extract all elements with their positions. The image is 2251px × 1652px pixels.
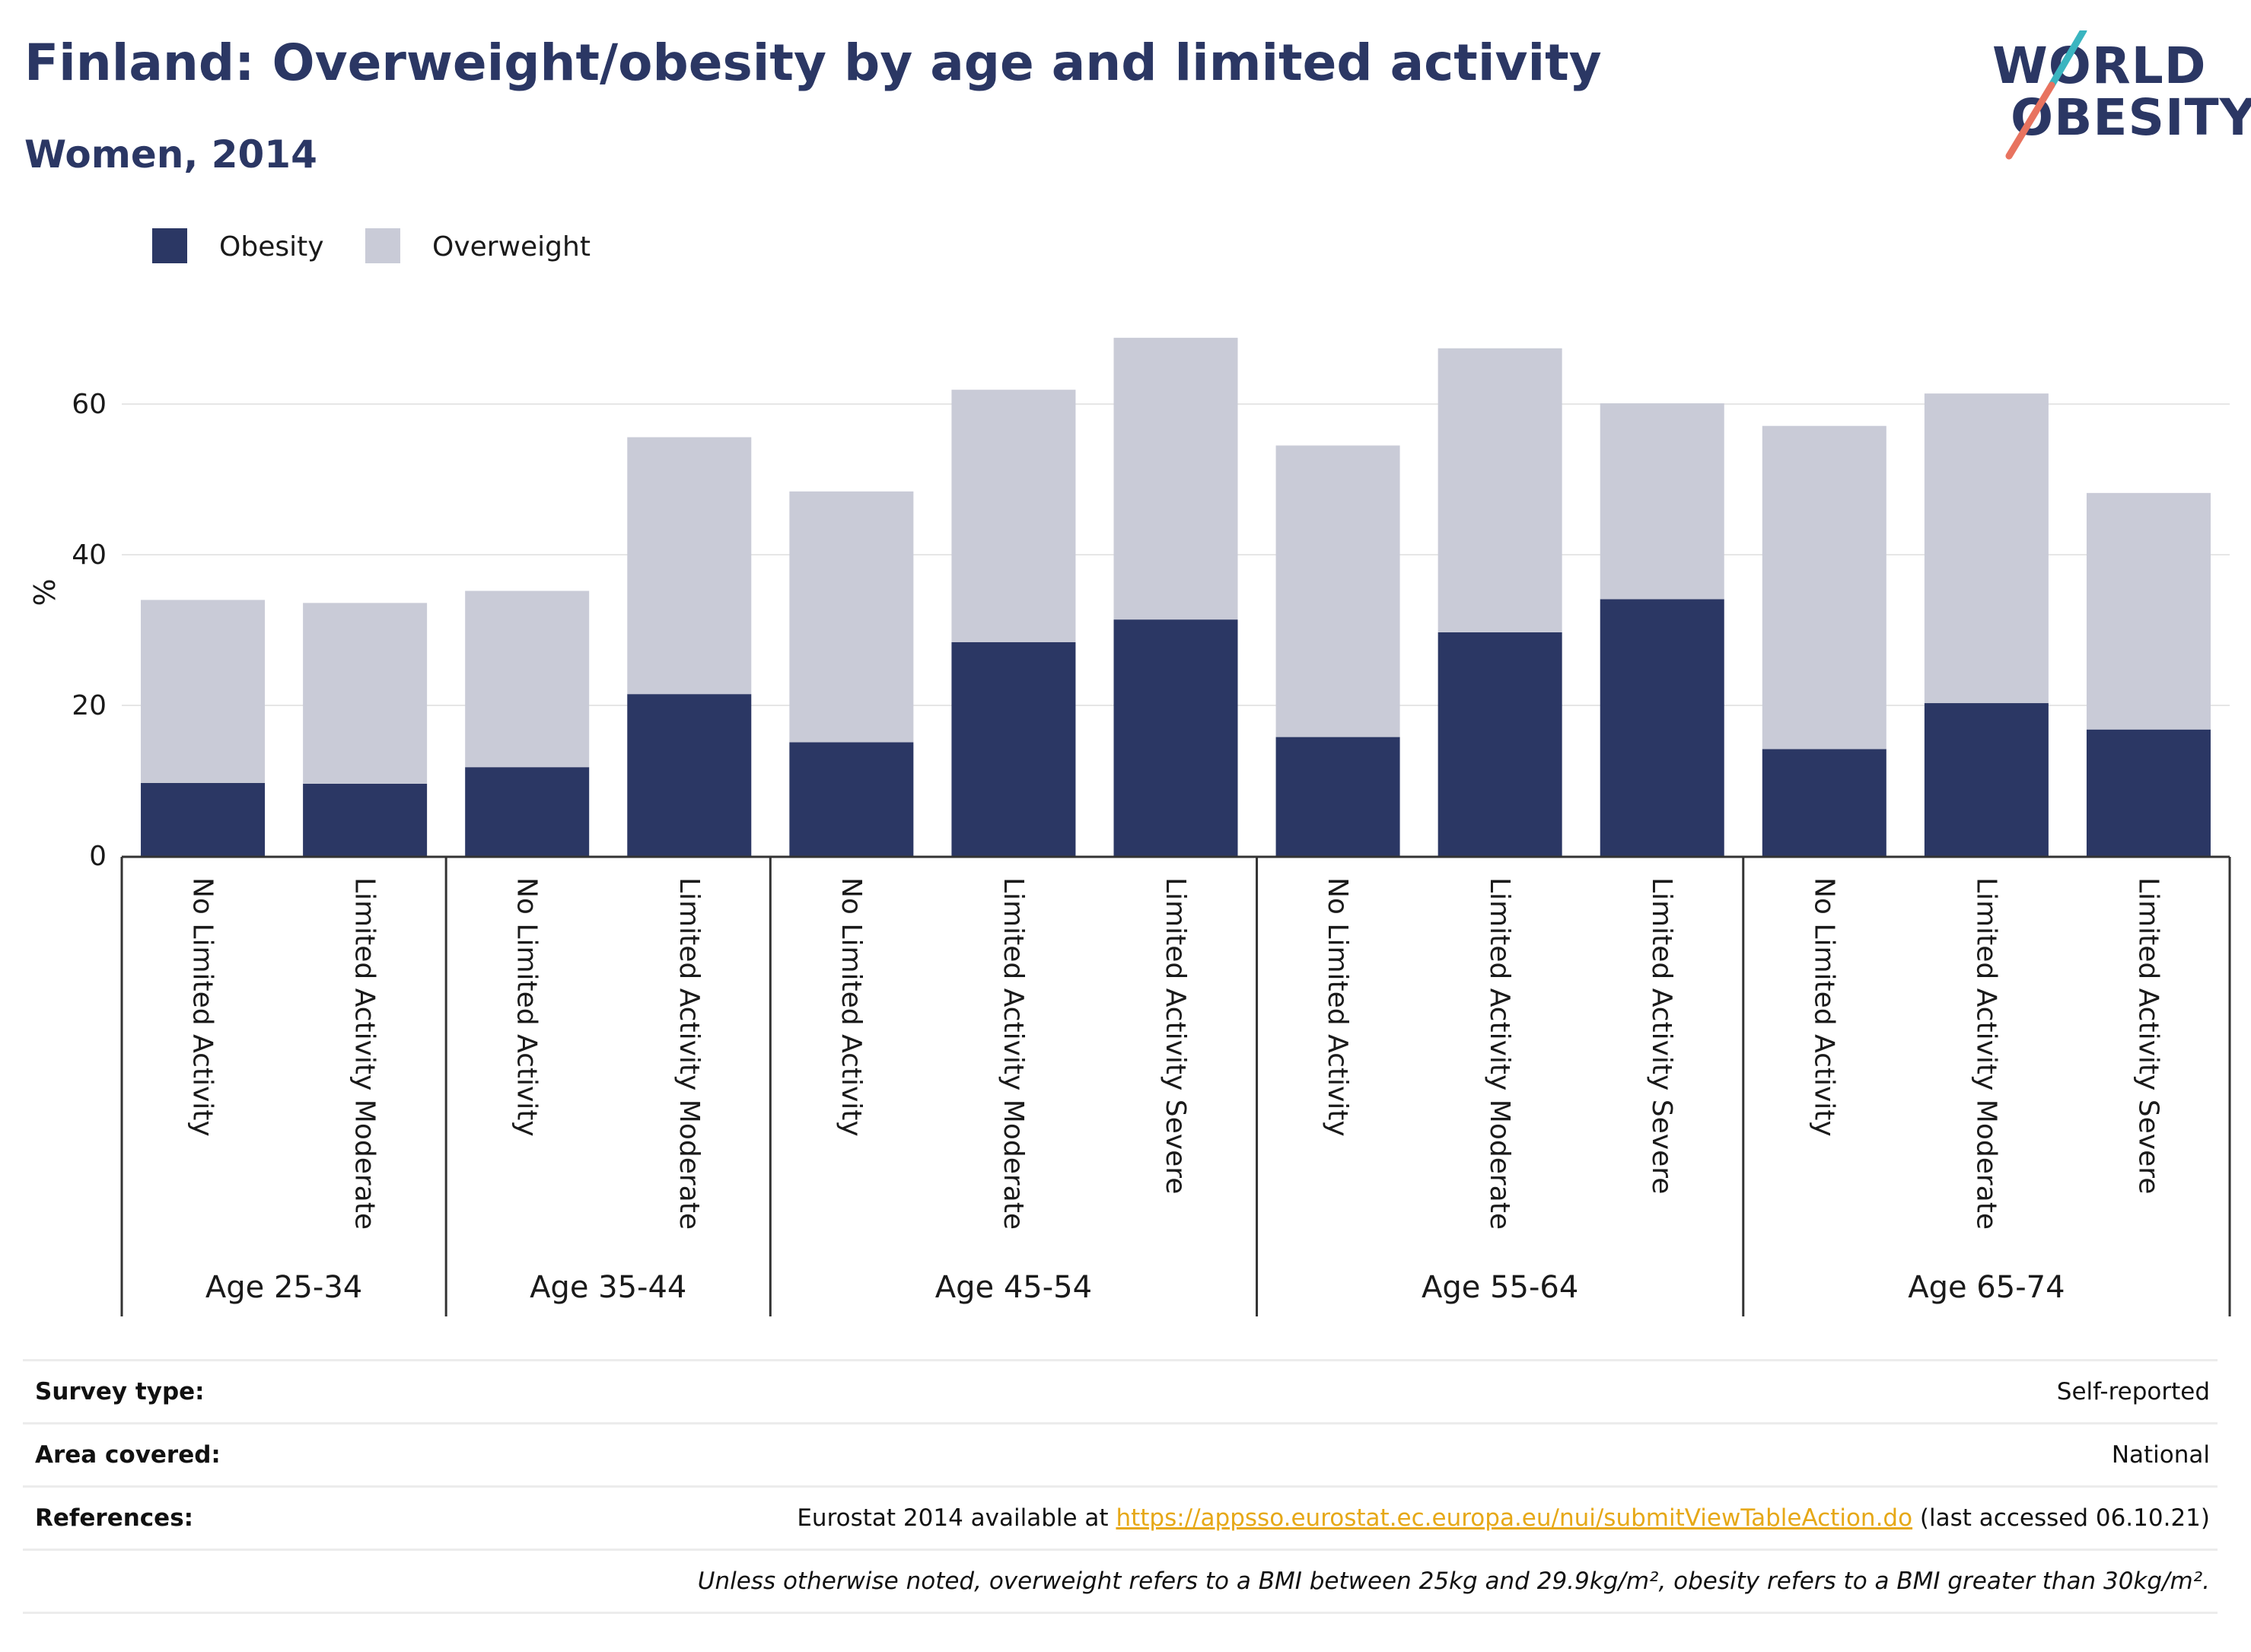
legend-swatch-obesity: [152, 228, 187, 263]
references-row: References: Eurostat 2014 available at h…: [23, 1485, 2218, 1549]
logo-text-world: WORLD: [1992, 37, 2207, 95]
y-tick-label: 60: [72, 389, 107, 420]
y-axis-label: %: [28, 578, 62, 606]
x-tick-label: Limited Activity Moderate: [998, 877, 1029, 1230]
bar-overweight: [1113, 337, 1238, 620]
x-tick-label: Limited Activity Severe: [1646, 877, 1677, 1194]
group-label: Age 45-54: [935, 1270, 1092, 1305]
bar-obesity: [141, 782, 266, 856]
bar-obesity: [1924, 703, 2049, 856]
logo-slash-icon: [2005, 30, 2087, 160]
info-table: Survey type: Self-reported Area covered:…: [23, 1359, 2218, 1614]
survey-type-value: Self-reported: [2056, 1378, 2210, 1405]
y-tick-label: 0: [89, 841, 107, 872]
x-tick-label: No Limited Activity: [187, 877, 218, 1137]
bar-obesity: [303, 783, 428, 856]
chart-title: Finland: Overweight/obesity by age and l…: [24, 33, 1602, 92]
area-covered-value: National: [2111, 1441, 2210, 1469]
x-tick-label: Limited Activity Severe: [2132, 877, 2163, 1194]
stacked-bar-chart: Obesity Overweight 0 20 40 60% No Limited Acti…: [28, 228, 2231, 1316]
bar-obesity: [1275, 737, 1400, 856]
bar-overweight: [1275, 445, 1400, 737]
x-tick-label: No Limited Activity: [511, 877, 543, 1137]
bar-overweight: [303, 603, 428, 784]
bar-overweight: [141, 600, 266, 783]
bar-overweight: [1762, 425, 1886, 750]
group-label: Age 35-44: [530, 1270, 686, 1305]
bar-obesity: [1600, 599, 1724, 856]
world-obesity-logo: WORLD OBESITY: [1979, 30, 2251, 160]
references-suffix: (last accessed 06.10.21): [1912, 1504, 2210, 1532]
legend-label-obesity: Obesity: [219, 231, 324, 263]
x-tick-label: Limited Activity Moderate: [673, 877, 705, 1230]
bar-overweight: [2086, 492, 2211, 730]
bar-obesity: [1113, 619, 1238, 856]
bar-overweight: [1600, 403, 1724, 600]
bar-overweight: [627, 437, 752, 695]
bar-overweight: [1438, 348, 1562, 632]
definition-note-row: Unless otherwise noted, overweight refer…: [23, 1549, 2218, 1614]
x-tick-label: No Limited Activity: [1322, 877, 1353, 1137]
references-label: References:: [35, 1504, 194, 1532]
x-tick-label: No Limited Activity: [1808, 877, 1839, 1137]
area-covered-label: Area covered:: [35, 1441, 221, 1469]
bar-overweight: [951, 390, 1076, 642]
bar-obesity: [627, 694, 752, 856]
bar-overweight: [465, 590, 590, 768]
references-value: Eurostat 2014 available at https://appss…: [797, 1504, 2210, 1532]
x-tick-label: No Limited Activity: [836, 877, 867, 1137]
bar-obesity: [789, 742, 914, 856]
group-label: Age 25-34: [205, 1270, 362, 1305]
y-tick-label: 40: [72, 540, 107, 571]
legend-label-overweight: Overweight: [432, 231, 591, 263]
bar-obesity: [2086, 729, 2211, 856]
bar-overweight: [789, 491, 914, 743]
bar-obesity: [465, 767, 590, 856]
x-tick-label: Limited Activity Moderate: [349, 877, 380, 1230]
references-link[interactable]: https://appsso.eurostat.ec.europa.eu/nui…: [1116, 1504, 1913, 1532]
x-tick-label: Limited Activity Moderate: [1970, 877, 2001, 1230]
x-tick-label: Limited Activity Severe: [1160, 877, 1191, 1194]
x-tick-label: Limited Activity Moderate: [1484, 877, 1515, 1230]
survey-type-label: Survey type:: [35, 1378, 205, 1405]
chart-subtitle: Women, 2014: [24, 132, 317, 177]
bar-obesity: [1438, 632, 1562, 856]
survey-type-row: Survey type: Self-reported: [23, 1359, 2218, 1422]
y-tick-label: 20: [72, 690, 107, 721]
logo-text-obesity: OBESITY: [2011, 88, 2251, 147]
group-label: Age 65-74: [1908, 1270, 2065, 1305]
definition-note: Unless otherwise noted, overweight refer…: [697, 1568, 2210, 1595]
references-prefix: Eurostat 2014 available at: [797, 1504, 1116, 1532]
bar-overweight: [1924, 393, 2049, 704]
legend-swatch-overweight: [365, 228, 400, 263]
bar-obesity: [951, 641, 1076, 856]
bar-obesity: [1762, 749, 1886, 856]
area-covered-row: Area covered: National: [23, 1422, 2218, 1485]
group-label: Age 55-64: [1422, 1270, 1578, 1305]
